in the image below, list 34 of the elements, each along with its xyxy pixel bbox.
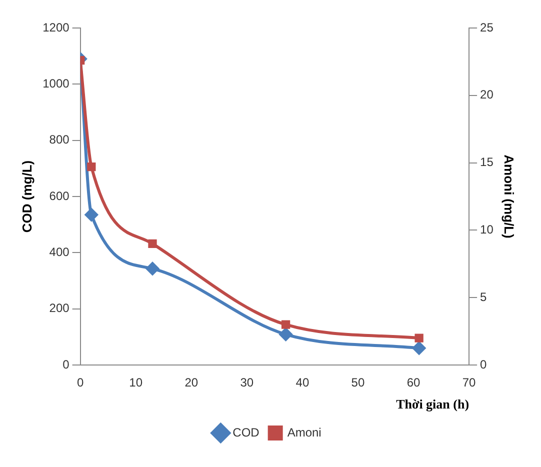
x-tick-label: 70	[462, 376, 476, 390]
point	[84, 208, 98, 222]
y-tick-label: 1200	[42, 20, 70, 34]
y-tick-label: 800	[49, 132, 70, 147]
x-tick-label: 40	[296, 376, 310, 390]
point	[281, 320, 290, 329]
point	[146, 262, 159, 276]
legend-label: Amoni	[287, 425, 322, 440]
y-tick-label: 0	[62, 357, 70, 372]
point	[414, 334, 424, 342]
point	[279, 328, 292, 341]
y2-tick-label: 15	[480, 155, 494, 170]
y-tick-label: 1000	[42, 76, 70, 90]
y-tick-label: 400	[49, 244, 70, 259]
x-tick-label: 0	[76, 376, 84, 390]
point	[148, 239, 157, 248]
x-tick-label: 50	[351, 376, 365, 390]
y2-tick-label: 0	[480, 357, 488, 372]
y2-tick-label: 10	[480, 222, 494, 237]
y2-tick-label: 20	[480, 88, 494, 102]
y-tick-label: 200	[49, 301, 70, 316]
y-axis-title: COD (mg/L)	[19, 160, 34, 233]
x-tick-label: 20	[184, 376, 198, 390]
x-axis-title: Thời gian (h)	[396, 396, 470, 412]
y-tick-label: 600	[49, 188, 70, 203]
x-tick-label: 30	[240, 376, 254, 390]
point	[412, 342, 426, 355]
y2-axis-title: Amoni (mg/L)	[502, 154, 517, 238]
legend-label: COD	[232, 425, 260, 440]
y2-tick-label: 5	[480, 290, 488, 304]
x-tick-label: 60	[406, 376, 421, 390]
point	[87, 162, 96, 172]
x-tick-label: 10	[129, 376, 143, 390]
y2-tick-label: 25	[480, 20, 494, 34]
